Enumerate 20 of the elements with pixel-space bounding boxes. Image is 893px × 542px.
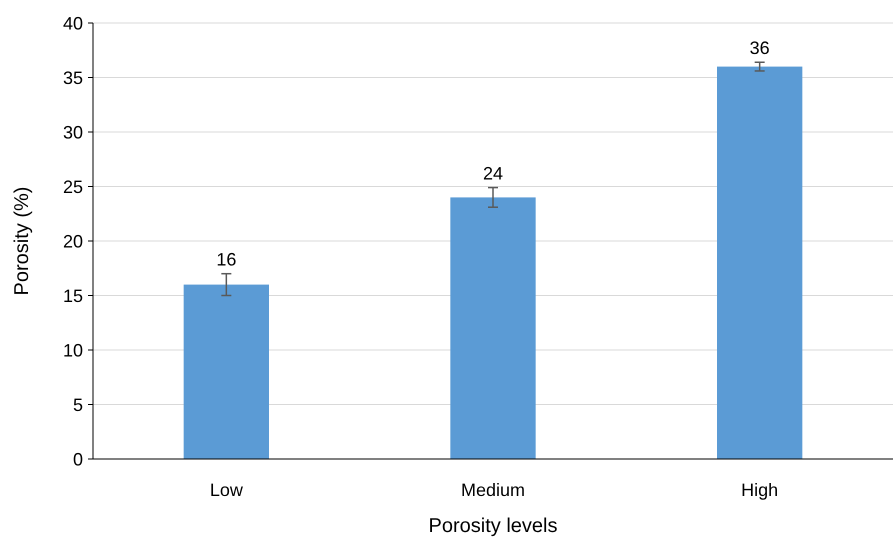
y-axis-title: Porosity (%) xyxy=(11,186,33,296)
y-tick-label: 15 xyxy=(62,286,83,306)
x-tick-label: Medium xyxy=(460,480,526,500)
bar xyxy=(184,284,269,459)
bar xyxy=(450,197,536,459)
y-tick-label: 5 xyxy=(72,394,83,415)
data-label: 36 xyxy=(750,38,770,58)
y-tick-label: 40 xyxy=(62,13,83,34)
data-label: 24 xyxy=(482,164,504,184)
x-axis-title: Porosity levels xyxy=(428,515,558,537)
y-tick-label: 35 xyxy=(62,68,83,88)
data-label: 16 xyxy=(216,250,236,270)
x-tick-label: Low xyxy=(210,480,244,500)
y-tick-label: 0 xyxy=(72,449,83,470)
y-tick-label: 20 xyxy=(62,231,83,252)
bar xyxy=(717,66,802,459)
y-tick-label: 30 xyxy=(62,122,83,142)
y-tick-label: 10 xyxy=(62,340,83,360)
x-tick-label: High xyxy=(741,480,778,500)
y-tick-label: 25 xyxy=(62,176,83,197)
